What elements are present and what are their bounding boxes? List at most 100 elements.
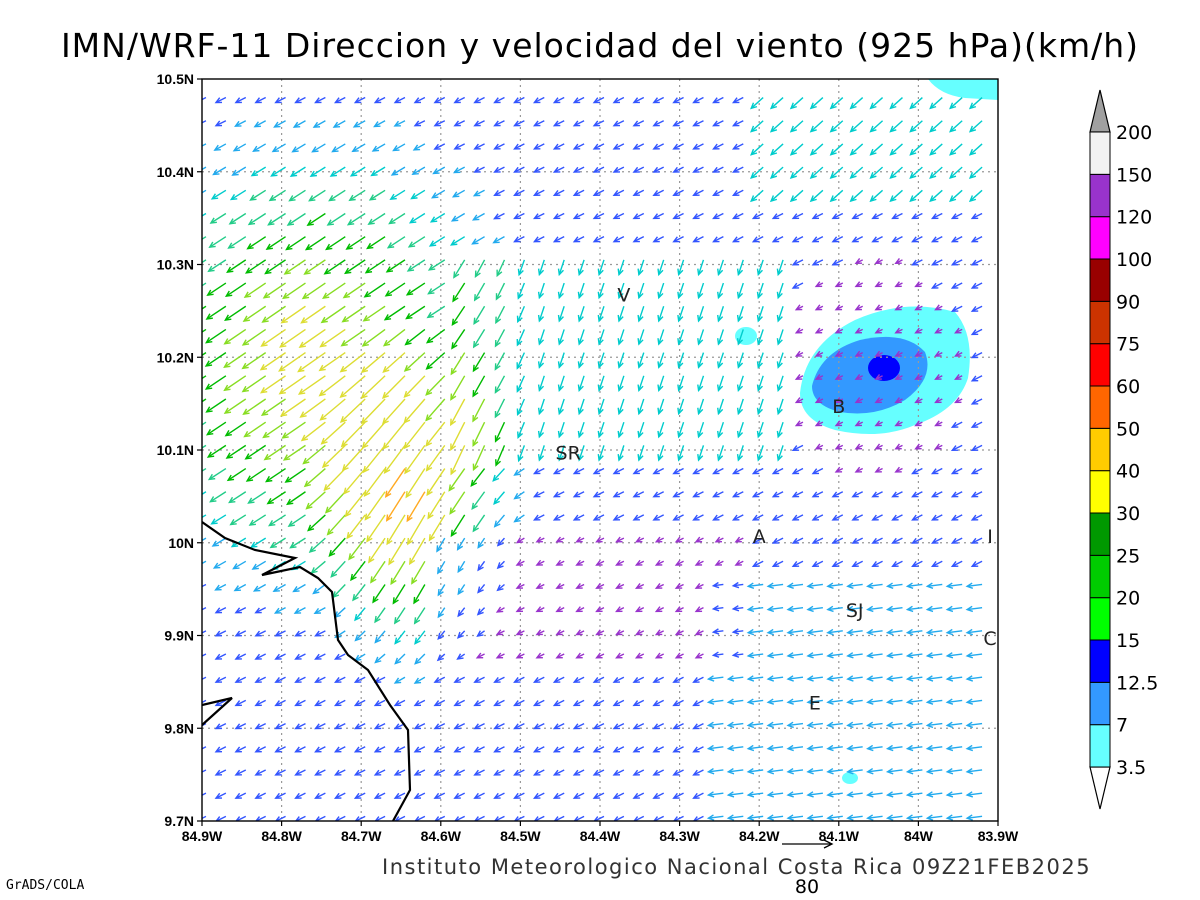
wind-vector (325, 236, 346, 251)
wind-vector (280, 305, 306, 324)
wind-vector (228, 212, 247, 225)
wind-vector (672, 120, 684, 127)
wind-vector (436, 653, 446, 662)
wind-vector (409, 537, 426, 566)
wind-vector (672, 467, 684, 475)
coastline-south (202, 696, 233, 726)
wind-vector (595, 536, 605, 543)
wind-vector (612, 467, 625, 475)
wind-vectors (202, 96, 983, 821)
city-label: A (753, 526, 766, 548)
wind-vector (299, 398, 326, 418)
wind-vector (851, 236, 863, 243)
wind-vector (495, 652, 505, 659)
wind-vector (934, 373, 943, 380)
wind-vector (771, 212, 784, 220)
wind-vector (210, 189, 227, 200)
wind-vector (911, 537, 923, 544)
colorbar: 3.5 7 12.5 15 20 25 30 40 50 60 75 90 100 120 150 200 (1089, 89, 1158, 810)
wind-vector (811, 467, 824, 475)
wind-vector (632, 491, 645, 498)
wind-vector (672, 143, 684, 150)
wind-vector (354, 607, 366, 622)
wind-vector (223, 375, 247, 392)
wind-vector (431, 189, 446, 199)
x-tick-label: 84.7W (341, 828, 382, 844)
wind-vector (894, 420, 903, 427)
wind-vector (751, 560, 764, 567)
wind-vector (353, 722, 366, 730)
wind-vector (552, 746, 565, 753)
wind-vector (513, 236, 525, 243)
wind-vector (657, 421, 665, 439)
wind-vector (692, 189, 704, 196)
wind-vector (333, 722, 346, 730)
wind-vector (756, 259, 764, 277)
wind-vector (207, 467, 227, 481)
wind-vector (301, 282, 326, 300)
wind-vector (776, 259, 784, 277)
wind-vector (381, 375, 406, 399)
wind-vector (288, 189, 306, 202)
wind-vector (495, 445, 506, 467)
wind-vector (202, 328, 207, 333)
wind-vector (595, 629, 605, 636)
wind-vector (577, 445, 585, 462)
wind-vector (572, 189, 585, 196)
wind-vector (493, 120, 505, 127)
wind-vector (577, 259, 585, 277)
wind-vector (492, 468, 505, 482)
shade-3p5-small-a (735, 327, 757, 345)
wind-vector (970, 398, 983, 405)
wind-vector (260, 398, 286, 416)
wind-vector (495, 282, 506, 301)
wind-vector (776, 398, 784, 416)
wind-vector (885, 721, 903, 729)
y-tick-label: 10.4N (157, 164, 194, 180)
wind-vector (934, 443, 943, 450)
wind-vector (674, 583, 684, 589)
wind-vector (949, 120, 963, 133)
wind-vector (260, 328, 286, 347)
wind-vector (557, 375, 565, 393)
wind-vector (692, 746, 704, 753)
wind-vector (692, 792, 704, 799)
reference-vector-label: 80 (795, 876, 819, 898)
y-tick-label: 10.3N (157, 257, 194, 273)
wind-vector (809, 120, 824, 133)
wind-vector (814, 397, 824, 404)
wind-vector (495, 305, 506, 325)
wind-vector (905, 744, 923, 752)
wind-vector (851, 537, 863, 544)
wind-vector (766, 698, 784, 705)
wind-vector (448, 468, 466, 492)
wind-vector (234, 630, 247, 637)
wind-vector (692, 143, 704, 150)
wind-vector (532, 491, 545, 498)
wind-vector (934, 350, 943, 357)
wind-vector (706, 814, 724, 821)
wind-vector (242, 398, 267, 416)
wind-vector (449, 236, 466, 246)
wind-vector (595, 606, 605, 613)
wind-vector (202, 769, 207, 776)
wind-vector (786, 814, 804, 821)
wind-vector (453, 143, 465, 150)
wind-vector (214, 792, 227, 799)
wind-vector (453, 676, 465, 683)
wind-vector (326, 212, 346, 226)
wind-vector (403, 375, 426, 398)
wind-vector (450, 421, 466, 451)
wind-vector (286, 212, 306, 226)
wind-vector (432, 166, 446, 175)
wind-vector (834, 304, 844, 311)
wind-vector (493, 792, 505, 799)
wind-vector (226, 467, 247, 482)
wind-vector (370, 166, 386, 177)
wind-vector (592, 212, 605, 220)
wind-vector (425, 398, 446, 422)
wind-vector (214, 96, 227, 104)
wind-vector (456, 630, 466, 639)
wind-vector (746, 605, 764, 613)
wind-vector (207, 259, 227, 273)
